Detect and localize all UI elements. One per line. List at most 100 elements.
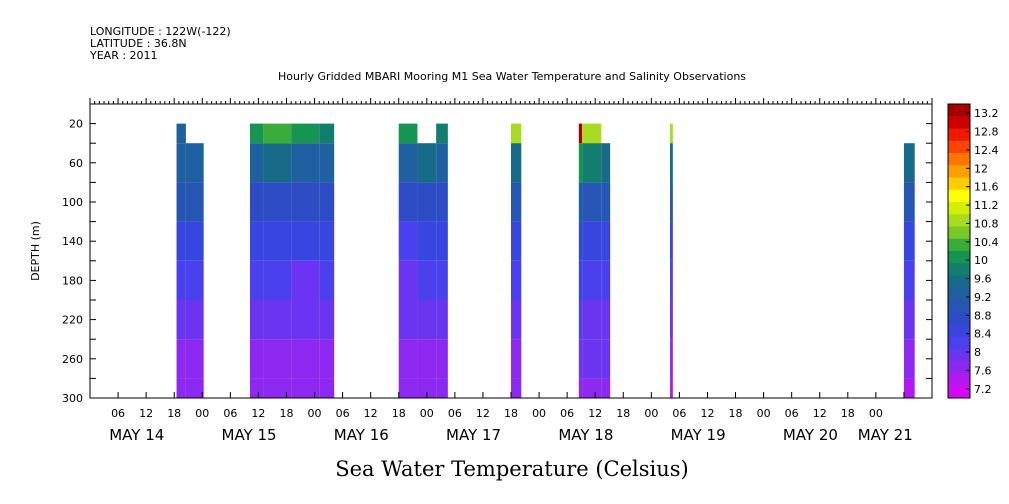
colorbar-label: 8.4 xyxy=(974,328,992,341)
colorbar-swatch xyxy=(948,312,970,325)
data-cell xyxy=(249,143,264,183)
data-cell xyxy=(670,260,673,300)
colorbar-swatch xyxy=(948,324,970,338)
data-cell xyxy=(291,339,320,379)
colorbar-swatch xyxy=(948,128,970,142)
data-segment xyxy=(319,123,335,398)
data-cell xyxy=(582,339,602,379)
data-cell xyxy=(511,221,522,261)
colorbar: 13.2 12.8 12.4 12 11.6 11.2 10.8 10.4 10 9.6 9.2 8.… xyxy=(947,103,999,399)
data-cell xyxy=(578,123,583,144)
y-tick-label: 180 xyxy=(62,274,83,287)
colorbar-frame xyxy=(947,103,971,399)
data-cell xyxy=(436,123,448,144)
data-cell xyxy=(511,339,522,379)
data-cell xyxy=(263,143,292,183)
data-segment xyxy=(417,143,437,398)
colorbar-swatch xyxy=(948,153,970,166)
data-cell xyxy=(417,182,437,222)
data-cell xyxy=(670,378,673,398)
data-cell xyxy=(291,123,320,144)
data-segment xyxy=(185,143,204,398)
colorbar-label: 11.2 xyxy=(974,199,999,212)
x-day-label: MAY 16 xyxy=(334,426,389,444)
y-tick-label: 60 xyxy=(69,157,83,170)
data-cell xyxy=(185,339,204,379)
data-cell xyxy=(185,221,204,261)
data-cell xyxy=(578,339,583,379)
colorbar-label: 8.8 xyxy=(974,309,992,322)
data-cell xyxy=(291,260,320,300)
data-cell xyxy=(319,123,335,144)
data-cell xyxy=(249,182,264,222)
data-cell xyxy=(601,339,611,379)
colorbar-label: 12.8 xyxy=(974,126,999,139)
colorbar-label: 9.6 xyxy=(974,273,992,286)
colorbar-swatch xyxy=(948,104,970,117)
x-tick-label: 00 xyxy=(308,407,322,420)
data-cell xyxy=(176,260,186,300)
data-cell xyxy=(903,339,915,379)
data-cell xyxy=(582,221,602,261)
x-tick-label: 12 xyxy=(251,407,265,420)
colorbar-swatch xyxy=(948,361,970,374)
y-tick-label: 220 xyxy=(62,314,83,327)
data-cell xyxy=(263,300,292,340)
data-cell xyxy=(319,260,335,300)
data-cell xyxy=(319,143,335,183)
data-cell xyxy=(398,221,418,261)
x-tick-label: 18 xyxy=(504,407,518,420)
data-cell xyxy=(398,300,418,340)
data-cell xyxy=(601,300,611,340)
data-cell xyxy=(601,260,611,300)
data-cell xyxy=(176,182,186,222)
data-cell xyxy=(249,339,264,379)
data-cell xyxy=(249,378,264,398)
colorbar-label: 13.2 xyxy=(974,107,999,120)
data-cell xyxy=(582,143,602,183)
x-tick-label: 06 xyxy=(560,407,574,420)
data-cell xyxy=(903,378,915,398)
colorbar-swatch xyxy=(948,140,970,154)
data-cell xyxy=(176,300,186,340)
data-cell xyxy=(319,221,335,261)
data-cell xyxy=(249,260,264,300)
colorbar-label: 7.2 xyxy=(974,383,992,396)
x-tick-label: 06 xyxy=(672,407,686,420)
data-cell xyxy=(291,300,320,340)
longitude-label: LONGITUDE : 122W(-122) xyxy=(90,25,231,38)
data-layer xyxy=(176,123,915,398)
x-tick-label: 06 xyxy=(785,407,799,420)
data-cell xyxy=(319,300,335,340)
x-tick-label: 12 xyxy=(364,407,378,420)
x-tick-label: 00 xyxy=(532,407,546,420)
data-cell xyxy=(578,260,583,300)
data-segment xyxy=(582,123,602,398)
data-cell xyxy=(511,182,522,222)
colorbar-swatch xyxy=(948,165,970,178)
x-tick-label: 18 xyxy=(616,407,630,420)
x-tick-label: 00 xyxy=(644,407,658,420)
data-cell xyxy=(436,339,448,379)
colorbar-swatch xyxy=(948,385,970,399)
data-cell xyxy=(436,260,448,300)
y-tick-label: 260 xyxy=(62,353,83,366)
colorbar-label: 10.8 xyxy=(974,217,999,230)
x-tick-label: 18 xyxy=(841,407,855,420)
data-cell xyxy=(511,300,522,340)
data-cell xyxy=(511,123,522,144)
x-tick-label: 12 xyxy=(700,407,714,420)
data-cell xyxy=(319,339,335,379)
data-cell xyxy=(263,378,292,398)
x-axis-title: Sea Water Temperature (Celsius) xyxy=(335,457,689,481)
y-tick-label: 140 xyxy=(62,235,83,248)
data-cell xyxy=(582,378,602,398)
x-day-label: MAY 15 xyxy=(222,426,277,444)
data-segment xyxy=(436,123,448,398)
x-tick-label: 00 xyxy=(420,407,434,420)
data-cell xyxy=(578,143,583,183)
colorbar-swatch xyxy=(948,300,970,313)
data-cell xyxy=(601,378,611,398)
x-tick-label: 18 xyxy=(729,407,743,420)
data-cell xyxy=(578,182,583,222)
